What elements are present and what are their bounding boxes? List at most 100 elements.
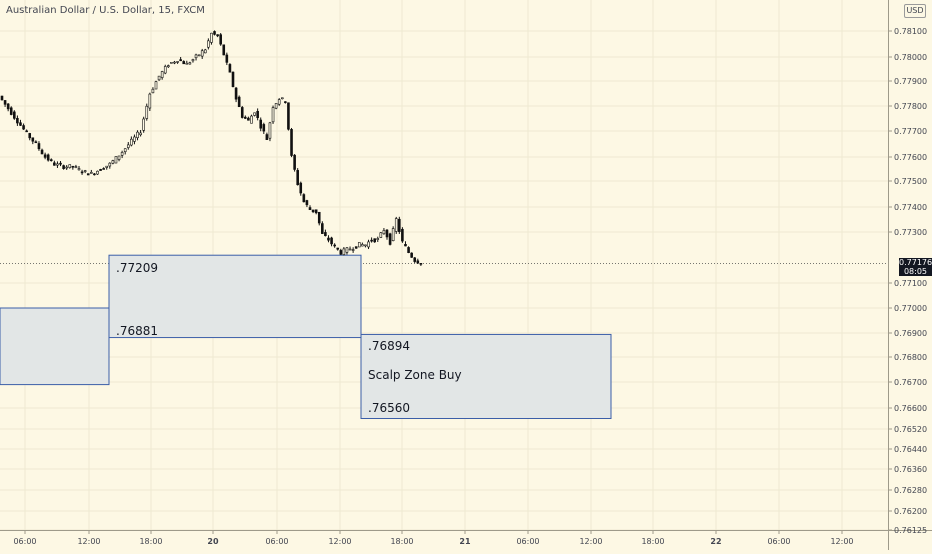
candle	[194, 53, 198, 61]
candle	[80, 169, 84, 175]
candle	[56, 161, 59, 168]
middle-zone[interactable]	[108, 254, 362, 339]
left-zone[interactable]	[0, 307, 110, 386]
x-tick-label: 12:00	[328, 537, 351, 546]
candle	[167, 64, 170, 68]
x-tick-label: 12:00	[77, 537, 100, 546]
y-tick-label: 0.76125	[894, 526, 927, 535]
candle	[407, 246, 410, 254]
candle	[342, 247, 346, 256]
candle	[9, 106, 13, 116]
x-tick-label: 06:00	[13, 537, 36, 546]
y-tick-label: 0.77000	[894, 304, 927, 313]
candle	[83, 169, 87, 174]
zones[interactable]	[0, 254, 612, 419]
candle	[354, 246, 358, 249]
x-tick-label: 21	[459, 537, 471, 546]
candle	[370, 237, 373, 243]
candle	[234, 86, 238, 103]
candle	[90, 169, 93, 174]
y-tick-label: 0.78000	[894, 53, 927, 62]
candle	[287, 102, 290, 131]
y-tick-label: 0.77400	[894, 203, 927, 212]
currency-button[interactable]: USD	[904, 4, 926, 18]
scalp-zone[interactable]	[360, 333, 612, 419]
candle	[28, 132, 32, 141]
y-tick-label: 0.76520	[894, 425, 927, 434]
candle	[416, 258, 420, 264]
candle	[345, 247, 349, 255]
candle	[333, 243, 336, 248]
candle	[43, 152, 47, 160]
candle	[330, 236, 333, 247]
candle	[348, 246, 352, 251]
candle	[382, 228, 386, 235]
candle	[68, 164, 72, 169]
x-tick-label: 12:00	[830, 537, 853, 546]
y-tick-label: 0.77900	[894, 77, 927, 86]
candle	[376, 236, 380, 242]
candle	[34, 140, 38, 144]
x-tick-label: 22	[710, 537, 721, 546]
candle	[388, 232, 392, 246]
candle	[13, 110, 16, 120]
candle	[296, 168, 299, 186]
x-axis-ticks: 06:00 12:00 18:00 20 06:00 12:00 18:00 21 06:00 1…	[13, 530, 854, 546]
middle-zone-label: .76881	[116, 323, 158, 338]
x-tick-label: 18:00	[390, 537, 413, 546]
candle	[46, 153, 50, 162]
y-tick-label: 0.76900	[894, 329, 927, 338]
candle	[185, 60, 189, 65]
candle	[237, 95, 241, 108]
candle	[142, 116, 145, 133]
candle	[327, 235, 330, 243]
countdown-timer: 08:05	[903, 267, 928, 276]
candle	[170, 62, 173, 64]
y-tick-label: 0.77600	[894, 153, 927, 162]
candle	[120, 150, 124, 159]
candle	[391, 226, 395, 242]
last-price-value: 0.77176	[899, 258, 932, 267]
candle	[247, 116, 250, 121]
candle	[317, 211, 321, 226]
x-tick-label: 06:00	[767, 537, 790, 546]
candle	[240, 105, 244, 119]
candle	[216, 34, 219, 38]
x-tick-label: 18:00	[641, 537, 664, 546]
candle	[213, 30, 216, 36]
y-tick-label: 0.78100	[894, 27, 927, 36]
candle	[126, 142, 130, 150]
candle	[145, 103, 149, 121]
candle	[40, 148, 44, 155]
candle	[222, 44, 226, 56]
candle	[65, 165, 68, 170]
candle	[207, 38, 210, 50]
candle	[197, 54, 201, 57]
candle	[62, 164, 65, 170]
candle	[351, 247, 355, 253]
candle	[219, 33, 222, 46]
candle	[262, 122, 266, 134]
candle	[265, 132, 269, 140]
candle	[277, 98, 281, 106]
candle	[179, 56, 182, 62]
y-tick-label: 0.76600	[894, 404, 927, 413]
candle	[290, 127, 293, 158]
candle	[117, 155, 121, 162]
candle	[160, 70, 164, 80]
y-tick-label: 0.76700	[894, 378, 927, 387]
candles	[0, 30, 423, 266]
candle	[339, 248, 343, 256]
candle	[123, 148, 127, 155]
last-price-tag: 0.77176 08:05	[899, 258, 932, 276]
candle	[256, 108, 259, 121]
candle	[244, 115, 247, 120]
candle	[176, 61, 179, 64]
x-tick-label: 06:00	[265, 537, 288, 546]
candle	[280, 97, 284, 100]
candle	[22, 123, 25, 130]
y-axis-ticks: 0.78100 0.78000 0.77900 0.77800 0.77700 0.776…	[888, 27, 927, 535]
y-tick-label: 0.76440	[894, 445, 927, 454]
